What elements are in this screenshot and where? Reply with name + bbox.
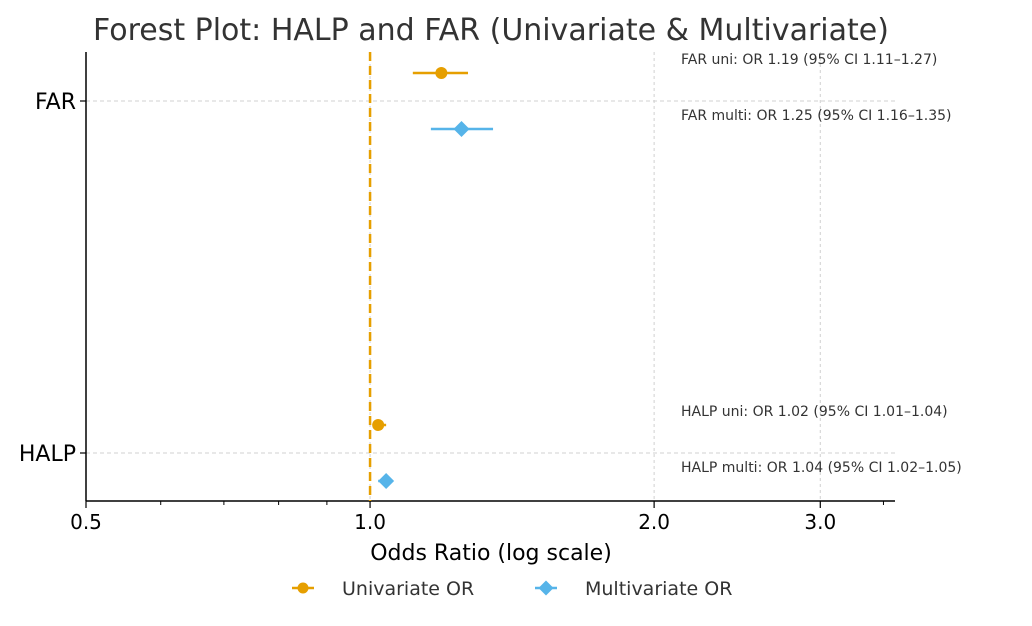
- legend-circle-marker: [297, 582, 309, 594]
- x-tick-label: 2.0: [638, 510, 670, 534]
- or-point-marker: [435, 67, 448, 79]
- chart-title: Forest Plot: HALP and FAR (Univariate & …: [93, 13, 889, 48]
- point-annotation: HALP multi: OR 1.04 (95% CI 1.02–1.05): [681, 460, 962, 476]
- x-axis-label: Odds Ratio (log scale): [370, 541, 612, 566]
- legend-label: Univariate OR: [342, 578, 474, 600]
- legend-label: Multivariate OR: [585, 578, 732, 600]
- x-tick-label: 0.5: [70, 510, 102, 534]
- or-point-marker: [372, 419, 385, 431]
- point-annotation: FAR uni: OR 1.19 (95% CI 1.11–1.27): [681, 52, 937, 68]
- x-tick-label: 3.0: [804, 510, 836, 534]
- or-diamond-marker: [378, 473, 395, 489]
- y-tick-label: FAR: [35, 90, 76, 115]
- legend-diamond-marker: [538, 580, 554, 596]
- x-tick-label: 1.0: [354, 510, 386, 534]
- y-tick-label: HALP: [19, 442, 76, 467]
- point-annotation: FAR multi: OR 1.25 (95% CI 1.16–1.35): [681, 108, 951, 124]
- point-annotation: HALP uni: OR 1.02 (95% CI 1.01–1.04): [681, 404, 948, 420]
- or-diamond-marker: [453, 121, 470, 137]
